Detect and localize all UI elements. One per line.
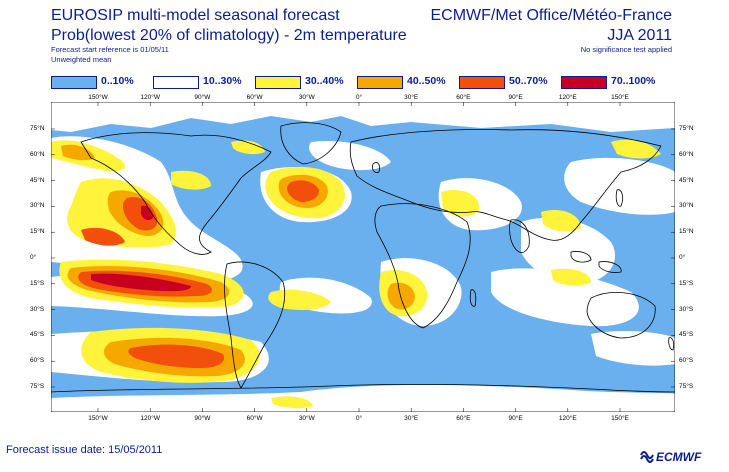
lat-label-right: 75°S (679, 383, 694, 390)
legend-swatch (561, 76, 607, 89)
legend-label: 10..30% (203, 75, 242, 87)
title-right: ECMWF/Met Office/Météo-France (430, 7, 672, 24)
legend-swatch (153, 76, 199, 89)
legend-swatch (51, 76, 97, 89)
graticule-ticks (51, 102, 675, 412)
legend-label: 0..10% (101, 75, 134, 87)
lat-label-right: 75°N (679, 125, 694, 132)
lon-label-top: 90°W (194, 94, 211, 101)
lat-label-left: 15°S (30, 279, 45, 287)
issue-date: Forecast issue date: 15/05/2011 (6, 444, 163, 456)
lat-label-right: 60°S (679, 357, 694, 365)
lat-label-right: 15°S (679, 279, 694, 287)
lon-label-top: 120°E (558, 94, 577, 101)
ecmwf-logo-text: ECMWF (656, 450, 702, 464)
lon-label-top: 150°W (88, 94, 108, 101)
coastlines (51, 122, 675, 393)
legend-label: 30..40% (305, 75, 344, 87)
probability-map (51, 102, 675, 412)
lat-label-right: 45°N (679, 176, 694, 184)
legend-label: 50..70% (509, 75, 548, 87)
lon-label-bottom: 120°E (558, 415, 577, 422)
band-70-100 (91, 205, 191, 292)
lat-label-right: 15°N (679, 228, 694, 236)
legend-swatch (357, 76, 403, 89)
legend-label: 70..100% (611, 75, 656, 87)
lat-label-left: 60°N (30, 150, 45, 158)
lon-label-top: 150°E (611, 94, 629, 101)
lon-label-bottom: 60°W (246, 415, 263, 422)
lon-label-top: 120°W (140, 94, 160, 101)
lon-label-top: 0° (355, 94, 363, 101)
lat-label-left: 0° (30, 254, 37, 261)
lat-label-left: 75°S (30, 383, 45, 390)
lon-label-bottom: 120°W (140, 415, 160, 422)
significance-note: No significance test applied (580, 45, 672, 54)
legend-swatch (459, 76, 505, 89)
lon-label-top: 60°E (456, 94, 471, 101)
lon-label-bottom: 90°E (508, 415, 523, 422)
lon-label-top: 30°E (404, 94, 419, 101)
legend-swatch (255, 76, 301, 89)
lat-label-left: 15°N (30, 228, 45, 236)
lat-label-right: 60°N (679, 150, 694, 158)
legend-label: 40..50% (407, 75, 446, 87)
subtitle-left: Prob(lowest 20% of climatology) - 2m tem… (51, 27, 407, 44)
lat-label-left: 60°S (30, 357, 45, 365)
lat-label-left: 30°S (30, 305, 45, 313)
lon-label-top: 90°E (508, 94, 523, 101)
lat-label-left: 45°N (30, 176, 45, 184)
lat-label-left: 75°N (30, 125, 45, 132)
lat-label-right: 30°N (679, 202, 694, 210)
lon-label-bottom: 0° (355, 415, 363, 422)
lat-label-right: 0° (679, 254, 686, 261)
lon-label-top: 30°W (298, 94, 315, 101)
lon-label-bottom: 30°W (298, 415, 315, 422)
lat-label-right: 45°S (679, 331, 694, 339)
lon-label-bottom: 30°E (404, 415, 419, 422)
forecast-start: Forecast start reference is 01/05/11 (51, 45, 169, 54)
lon-label-bottom: 60°E (456, 415, 471, 422)
lon-label-bottom: 90°W (194, 415, 211, 422)
title-left: EUROSIP multi-model seasonal forecast (51, 7, 340, 24)
lon-label-bottom: 150°W (88, 415, 108, 422)
lat-label-right: 30°S (679, 305, 694, 313)
weighting-note: Unweighted mean (51, 55, 112, 64)
lat-label-left: 45°S (30, 331, 45, 339)
ecmwf-logo-icon (640, 450, 654, 464)
lon-label-bottom: 150°E (611, 415, 629, 422)
lon-label-top: 60°W (246, 94, 263, 101)
lat-label-left: 30°N (30, 202, 45, 210)
subtitle-right: JJA 2011 (607, 27, 672, 44)
